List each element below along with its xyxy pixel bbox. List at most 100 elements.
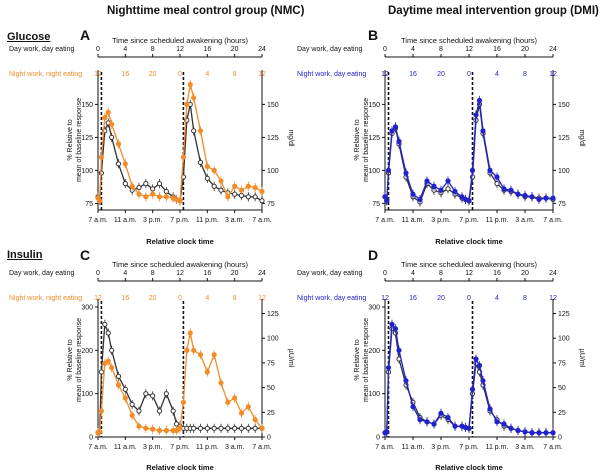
column-title-nmc: Nighttime meal control group (NMC) <box>107 5 305 17</box>
panel-d-x-tick-label: 11 p.m. <box>486 444 509 451</box>
panel-a-x-tick-label: 7 p.m. <box>170 217 190 224</box>
panel-c-row2-tick-label: 12 <box>258 295 266 302</box>
panel-a-series-orange-point <box>184 101 190 108</box>
panel-d-series-blue-point <box>384 429 390 435</box>
panel-d-x-tick-label: 11 a.m. <box>402 444 425 451</box>
panel-c-row2-tick-label: 16 <box>121 295 129 302</box>
panel-c-right-tick-label: 25 <box>267 410 275 417</box>
panel-c-series-black-point <box>115 373 122 379</box>
panel-c-series-black-point <box>136 408 142 414</box>
panel-b-series-blue-point <box>473 112 479 118</box>
panel-d-series-blue-point <box>396 347 402 353</box>
panel-b-right-tick-label: 100 <box>558 168 570 175</box>
panel-c-series-black-point <box>211 425 217 431</box>
panel-a-series-orange-point <box>204 163 210 170</box>
panel-a-series-black-point <box>204 175 210 181</box>
panel-a-row2-tick-label: 16 <box>121 71 129 78</box>
panel-d-series-blue-point <box>515 427 521 434</box>
panel-b-series-blue-point <box>392 124 399 130</box>
panel-a-x-tick-label: 11 p.m. <box>196 217 219 224</box>
panel-d-right-tick-label: 50 <box>558 385 566 392</box>
panel-d-series-blue-point <box>476 362 483 369</box>
panel-d-series-blue-point <box>466 425 472 431</box>
panel-a-row1-tick-label: 20 <box>231 46 239 53</box>
panel-a-series-black-point <box>211 183 217 189</box>
panel-c-left-tick-label: 0 <box>89 435 93 442</box>
panel-c-x-tick-label: 7 a.m. <box>88 444 108 451</box>
panel-a-left-tick-label: 75 <box>85 201 93 208</box>
panel-d-series-blue-point <box>480 378 486 384</box>
panel-d-left-tick-label: 300 <box>368 305 380 312</box>
panel-c-series-black-point <box>170 408 176 414</box>
panel-a-series-orange-point <box>129 183 135 189</box>
panel-d-y-axis-label-right: µU/ml <box>578 349 585 368</box>
panel-d-series-blue-point <box>424 419 430 425</box>
panel-c-x-tick-label: 7 p.m. <box>170 444 190 451</box>
panel-b-row1-tick-label: 24 <box>549 46 557 53</box>
panel-b-series-blue-point <box>487 167 493 173</box>
panel-a-series-orange-point <box>98 154 105 160</box>
panel-c-row1-label: Day work, day eating <box>9 270 74 277</box>
panel-d-series-blue-point <box>543 430 549 436</box>
panel-c-series-orange-point <box>238 410 245 416</box>
panel-c-series-orange-point <box>150 426 156 432</box>
panel-d-row1-tick-label: 12 <box>465 270 473 277</box>
panel-c-series-black-point <box>105 330 111 336</box>
panel-c-row2-tick-label: 4 <box>205 295 209 302</box>
panel-a-series-orange-point <box>211 167 217 173</box>
panel-b-row2-tick-label: 0 <box>467 71 471 78</box>
panel-d-series-blue-point <box>550 430 556 436</box>
panel-c-x-tick-label: 3 a.m. <box>225 444 245 451</box>
panel-b-series-blue-point <box>459 194 465 200</box>
panel-c-row2-label: Night work, night eating <box>9 295 82 302</box>
panel-d-row2-label: Night work, day eating <box>297 295 366 302</box>
panel-a-series-orange-point <box>150 191 156 197</box>
panel-a-series-black-point <box>252 194 258 200</box>
panel-a-series-black-point <box>122 181 128 187</box>
panel-d-row2-tick-label: 0 <box>467 295 471 302</box>
panel-c-series-black-point <box>109 347 115 353</box>
panel-a-left-tick-label: 150 <box>81 102 93 109</box>
panel-label-a: A <box>80 27 91 43</box>
panel-c-series-orange-point <box>105 358 111 364</box>
panel-c-series-black-point <box>156 408 163 414</box>
panel-a-series-orange-point <box>259 188 265 195</box>
panel-b-series-blue-point <box>494 174 500 180</box>
panel-b-right-tick-label: 125 <box>558 135 570 142</box>
panel-b-x-tick-label: 7 p.m. <box>459 217 479 224</box>
panel-a-row1-tick-label: 12 <box>176 46 184 53</box>
panel-c-series-black-point <box>191 425 197 431</box>
panel-a-series-orange-point <box>109 121 115 127</box>
panel-c-series-black-point <box>225 425 231 431</box>
panel-c-series-orange-point <box>136 423 142 429</box>
panel-d-series-blue-point <box>494 419 500 425</box>
panel-d-series-blue-point <box>536 430 542 436</box>
panel-c-series-orange-point <box>163 427 169 434</box>
panel-c-left-tick-label: 200 <box>81 348 93 355</box>
panel-d-right-tick-label: 25 <box>558 410 566 417</box>
panel-b-right-tick-label: 75 <box>558 201 566 208</box>
panel-c-left-tick-label: 300 <box>81 305 93 312</box>
panel-a-series-orange-point <box>187 82 193 88</box>
panel-c-x-tick-label: 11 p.m. <box>196 444 219 451</box>
panel-b-left-tick-label: 125 <box>368 135 380 142</box>
panel-c-series-black-point <box>98 369 105 375</box>
panel-b-series-blue-point <box>385 167 392 173</box>
panel-b-series-black-point <box>445 186 451 192</box>
panel-d-row2-tick-label: 20 <box>437 295 445 302</box>
panel-d-series-blue-point <box>385 365 392 371</box>
panel-b-x-tick-label: 3 a.m. <box>515 217 535 224</box>
panel-d-x-tick-label: 7 a.m. <box>543 444 563 451</box>
panel-c-series-orange-point <box>143 425 149 431</box>
panel-a-series-orange-line <box>97 84 263 203</box>
panel-a-x-tick-label: 3 p.m. <box>143 217 163 224</box>
panel-b-series-blue-point <box>452 188 458 195</box>
panel-c-series-orange-point <box>129 412 135 418</box>
panel-a-series-black-point <box>232 191 238 197</box>
panel-b-row1-tick-label: 16 <box>493 46 501 53</box>
panel-d-series-blue-point <box>452 423 458 429</box>
panel-c-series-orange-point <box>191 347 197 353</box>
panel-c-series-black-point <box>122 386 128 392</box>
panel-b-row1-tick-label: 0 <box>383 46 387 53</box>
panel-b-left-tick-label: 150 <box>368 102 380 109</box>
